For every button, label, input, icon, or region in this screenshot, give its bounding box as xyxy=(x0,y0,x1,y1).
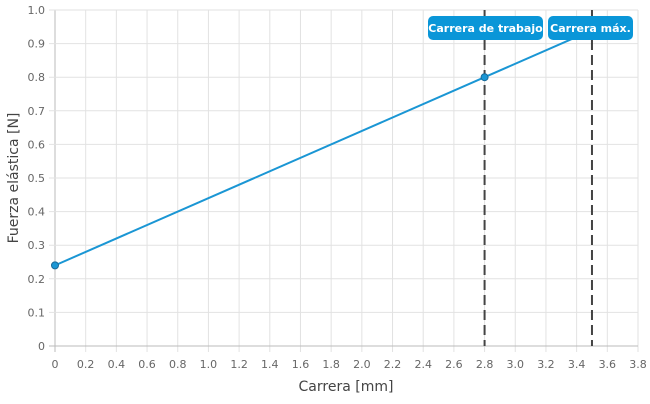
x-tick-label: 1.0 xyxy=(200,358,218,371)
x-tick-label: 0.8 xyxy=(169,358,187,371)
x-tick-label: 1.8 xyxy=(322,358,340,371)
x-tick-label: 1.6 xyxy=(292,358,310,371)
x-tick-label: 2.4 xyxy=(414,358,432,371)
y-tick-label: 0.2 xyxy=(28,273,46,286)
y-tick-label: 0.7 xyxy=(28,105,46,118)
x-tick-label: 2.2 xyxy=(384,358,402,371)
y-tick-label: 0.9 xyxy=(28,38,46,51)
x-tick-label: 2.8 xyxy=(476,358,494,371)
x-tick-label: 3.0 xyxy=(507,358,525,371)
x-tick-label: 3.8 xyxy=(629,358,647,371)
x-tick-label: 0.2 xyxy=(77,358,95,371)
annotation-label: Carrera de trabajo xyxy=(428,22,543,35)
y-axis-label: Fuerza elástica [N] xyxy=(6,113,22,244)
x-tick-label: 3.2 xyxy=(537,358,555,371)
y-tick-label: 0.5 xyxy=(28,172,46,185)
y-tick-label: 0.8 xyxy=(28,71,46,84)
x-tick-label: 2.0 xyxy=(353,358,371,371)
y-tick-label: 0.4 xyxy=(28,206,46,219)
x-tick-label: 0.4 xyxy=(108,358,126,371)
y-tick-label: 1.0 xyxy=(28,4,46,17)
x-tick-label: 0 xyxy=(52,358,59,371)
data-point xyxy=(480,73,489,82)
x-tick-label: 2.6 xyxy=(445,358,463,371)
x-tick-label: 0.6 xyxy=(138,358,156,371)
annotation-label: Carrera máx. xyxy=(550,22,631,35)
y-tick-label: 0 xyxy=(38,340,45,353)
y-tick-label: 0.1 xyxy=(28,306,46,319)
y-tick-label: 0.3 xyxy=(28,239,46,252)
series-line xyxy=(54,29,593,267)
x-tick-label: 1.2 xyxy=(230,358,248,371)
y-tick-label: 0.6 xyxy=(28,138,46,151)
x-tick-label: 1.4 xyxy=(261,358,279,371)
annotation-label-box xyxy=(548,16,633,40)
x-tick-label: 3.4 xyxy=(568,358,586,371)
annotation-label-box xyxy=(428,16,543,40)
data-point xyxy=(51,261,59,270)
x-tick-label: 3.6 xyxy=(599,358,617,371)
x-axis-label: Carrera [mm] xyxy=(299,379,394,395)
